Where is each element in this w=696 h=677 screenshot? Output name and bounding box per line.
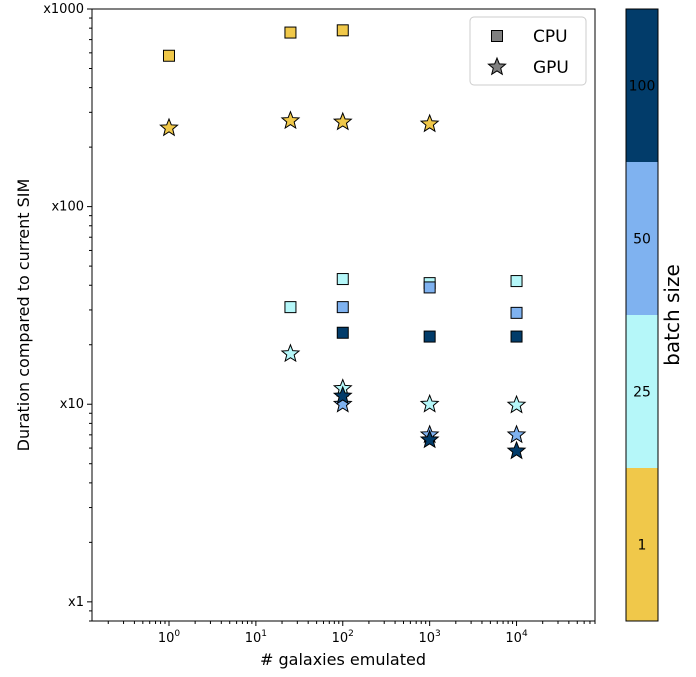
y-axis-label: Duration compared to current SIM bbox=[14, 179, 33, 452]
y-tick-label: x10 bbox=[60, 397, 84, 412]
colorbar-tick-label: 100 bbox=[629, 79, 656, 95]
legend: CPU GPU bbox=[469, 16, 587, 86]
cpu-point bbox=[423, 281, 436, 294]
gpu-point bbox=[159, 117, 179, 137]
gpu-point bbox=[506, 394, 527, 414]
colorbar-segment bbox=[626, 9, 658, 162]
cpu-point bbox=[336, 24, 349, 37]
colorbar-label: batch size bbox=[660, 264, 684, 366]
plot-frame bbox=[91, 8, 596, 622]
gpu-point bbox=[506, 424, 527, 444]
gpu-point bbox=[419, 393, 440, 413]
legend-label: CPU bbox=[533, 27, 568, 47]
colorbar: 1 25 50 100 batch size bbox=[625, 8, 684, 622]
gpu-point bbox=[332, 385, 353, 405]
cpu-point bbox=[162, 49, 175, 62]
gpu-point bbox=[332, 393, 353, 413]
cpu-point bbox=[510, 275, 523, 288]
colorbar-segment bbox=[626, 315, 658, 468]
x-tick-label: 104 bbox=[505, 629, 528, 646]
cpu-point bbox=[336, 301, 349, 314]
gpu-point bbox=[280, 343, 301, 363]
cpu-point bbox=[510, 330, 523, 343]
y-tick-label: x100 bbox=[51, 200, 84, 215]
gpu-point bbox=[419, 429, 440, 449]
cpu-point bbox=[284, 26, 297, 39]
y-axis: x1 x10 x100 x1000 bbox=[43, 2, 92, 622]
y-tick-label: x1 bbox=[68, 595, 84, 610]
legend-label: GPU bbox=[533, 58, 569, 78]
cpu-point bbox=[284, 301, 297, 314]
colorbar-tick-label: 50 bbox=[633, 232, 651, 248]
x-axis: 100 101 102 103 104 bbox=[107, 621, 596, 646]
gpu-point bbox=[332, 111, 353, 131]
colorbar-segment bbox=[626, 468, 658, 621]
cpu-point bbox=[336, 326, 349, 339]
x-tick-label: 101 bbox=[245, 629, 267, 646]
legend-cpu-marker bbox=[491, 30, 503, 42]
x-axis-label: # galaxies emulated bbox=[260, 650, 426, 669]
cpu-point bbox=[510, 306, 523, 319]
gpu-point bbox=[419, 113, 440, 133]
colorbar-tick-label: 25 bbox=[633, 385, 651, 401]
colorbar-frame bbox=[625, 8, 659, 622]
cpu-point bbox=[423, 330, 436, 343]
gpu-point bbox=[506, 440, 527, 460]
cpu-point bbox=[336, 273, 349, 286]
x-tick-label: 100 bbox=[158, 629, 181, 646]
data-points bbox=[159, 24, 527, 460]
x-tick-label: 103 bbox=[419, 629, 441, 646]
colorbar-tick-label: 1 bbox=[638, 538, 647, 554]
colorbar-segment bbox=[626, 162, 658, 315]
legend-gpu-marker bbox=[487, 56, 507, 76]
gpu-point bbox=[280, 110, 301, 130]
y-tick-label: x1000 bbox=[43, 2, 84, 17]
x-tick-label: 102 bbox=[332, 629, 354, 646]
